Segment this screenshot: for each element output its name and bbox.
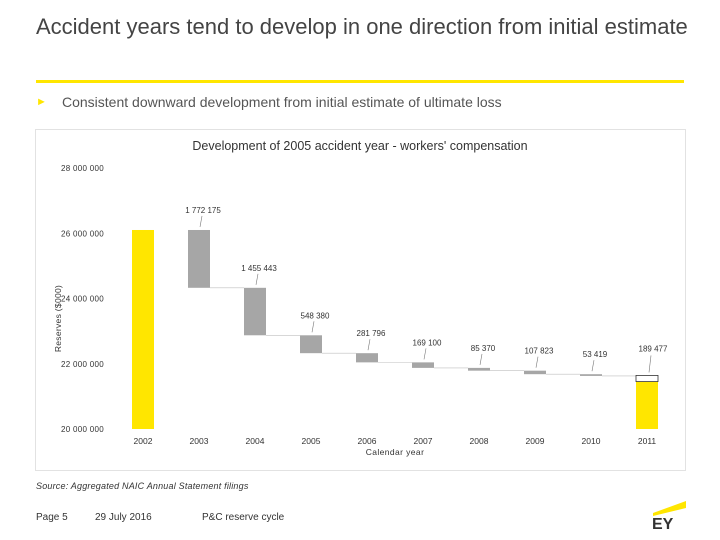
bullet-point: ► Consistent downward development from i… (36, 94, 502, 110)
decline-bar-2006 (356, 353, 378, 363)
footer-date: 29 July 2016 (95, 512, 152, 523)
increase-bar-2011 (635, 375, 659, 382)
slide-title: Accident years tend to develop in one di… (36, 14, 688, 39)
x-axis-label: Calendar year (366, 447, 425, 457)
step-value-label: 107 823 (525, 347, 554, 356)
decline-bar-2010 (580, 374, 602, 376)
x-tick-label: 2010 (582, 436, 601, 446)
label-leader-line (255, 273, 259, 285)
y-tick-label: 28 000 000 (61, 164, 104, 173)
x-tick-label: 2011 (638, 436, 657, 446)
y-axis-label: Reserves ($000) (53, 285, 63, 352)
x-tick-label: 2005 (302, 436, 321, 446)
label-leader-line (591, 360, 595, 372)
step-value-label: 1 772 175 (185, 206, 221, 215)
ey-logo: EY (652, 501, 686, 532)
step-value-label: 548 380 (301, 311, 330, 320)
x-tick-label: 2004 (246, 436, 265, 446)
waterfall-chart: Development of 2005 accident year - work… (35, 129, 686, 471)
y-tick-label: 22 000 000 (61, 360, 104, 369)
step-value-label: 85 370 (471, 344, 496, 353)
decline-bar-2003 (188, 229, 210, 288)
decline-bar-2008 (468, 367, 490, 371)
source-note: Source: Aggregated NAIC Annual Statement… (36, 481, 249, 491)
label-leader-line (423, 348, 427, 360)
total-bar-initial (132, 229, 154, 429)
page-number: Page 5 (36, 512, 68, 523)
x-tick-label: 2003 (190, 436, 209, 446)
total-bar-final (636, 381, 658, 429)
decline-bar-2005 (300, 335, 322, 354)
x-tick-label: 2007 (414, 436, 433, 446)
label-leader-line (479, 353, 483, 365)
label-leader-line (535, 356, 539, 368)
step-value-label: 1 455 443 (241, 264, 277, 273)
chart-title: Development of 2005 accident year - work… (192, 139, 527, 153)
y-tick-label: 20 000 000 (61, 425, 104, 434)
label-leader-line (367, 339, 371, 351)
ey-logo-beam (653, 501, 686, 516)
triangle-bullet-icon: ► (36, 96, 47, 108)
x-tick-label: 2006 (358, 436, 377, 446)
step-value-label: 53 419 (583, 350, 608, 359)
label-leader-line (648, 355, 652, 373)
bullet-text: Consistent downward development from ini… (62, 94, 502, 110)
label-leader-line (311, 321, 315, 333)
decline-bar-2004 (244, 287, 266, 336)
decline-bar-2009 (524, 370, 546, 375)
chart-canvas: Development of 2005 accident year - work… (53, 139, 668, 457)
step-value-label: 169 100 (413, 338, 442, 347)
label-leader-line (199, 215, 203, 228)
x-tick-label: 2002 (134, 436, 153, 446)
step-value-label: 281 796 (357, 329, 386, 338)
footer-title: P&C reserve cycle (202, 512, 285, 523)
title-underline (36, 80, 684, 83)
y-tick-label: 24 000 000 (61, 295, 104, 304)
y-tick-label: 26 000 000 (61, 229, 104, 238)
ey-logo-text: EY (652, 516, 674, 532)
decline-bar-2007 (412, 362, 434, 368)
x-tick-label: 2009 (526, 436, 545, 446)
step-value-label: 189 477 (639, 344, 668, 353)
x-tick-label: 2008 (470, 436, 489, 446)
